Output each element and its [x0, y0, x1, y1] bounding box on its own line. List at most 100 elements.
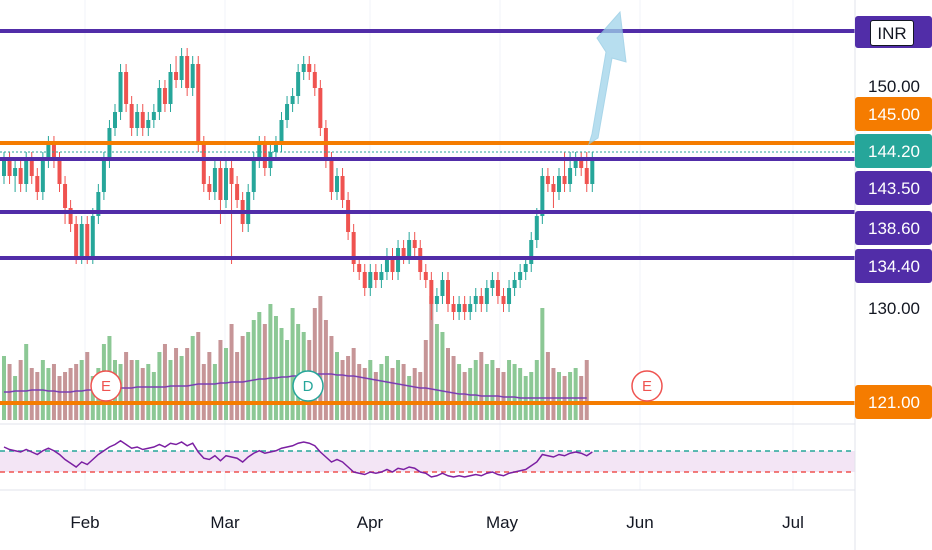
price-axis-label: 130.00	[868, 299, 920, 318]
arrow-shape	[588, 10, 627, 146]
volume-bar	[79, 360, 84, 420]
candle-body	[301, 64, 306, 72]
volume-bar	[540, 308, 545, 420]
volume-bar	[124, 352, 129, 420]
volume-bar	[501, 372, 506, 420]
volume-bar	[490, 360, 495, 420]
volume-bar	[257, 312, 262, 420]
volume-bar	[401, 364, 406, 420]
volume-bar	[74, 364, 79, 420]
volume-bar	[51, 364, 56, 420]
volume-bar	[440, 332, 445, 420]
volume-bar	[135, 360, 140, 420]
rsi-pane	[0, 439, 855, 478]
candle-body	[523, 264, 528, 272]
volume-bar	[357, 364, 362, 420]
volume-bar	[551, 368, 556, 420]
candle-body	[246, 192, 251, 224]
volume-bar	[129, 360, 134, 420]
volume-bar	[318, 296, 323, 420]
volume-bar	[229, 324, 234, 420]
volume-bar	[584, 360, 589, 420]
candle-body	[162, 88, 167, 104]
candle-body	[90, 216, 95, 256]
volume-bar	[268, 304, 273, 420]
candle-body	[562, 176, 567, 184]
volume-bar	[196, 332, 201, 420]
candle-body	[129, 104, 134, 128]
projection-arrow[interactable]	[588, 10, 627, 146]
candle-body	[545, 176, 550, 184]
volume-bar	[13, 376, 18, 420]
volume-bar	[24, 344, 29, 420]
volume-bar	[151, 372, 156, 420]
volume-bar	[174, 348, 179, 420]
price-label-text: 134.40	[868, 257, 920, 276]
price-label-box	[855, 249, 932, 283]
event-marker	[292, 370, 324, 402]
candle-body	[357, 264, 362, 272]
candle-body	[63, 184, 68, 208]
candle-body	[407, 240, 412, 256]
volume-bar	[495, 368, 500, 420]
volume-bar	[568, 372, 573, 420]
volume-bar	[434, 324, 439, 420]
candle-body	[401, 248, 406, 256]
volume-bar	[2, 356, 6, 420]
time-axis-label: Jun	[626, 513, 653, 532]
volume-bar	[63, 372, 68, 420]
candle-body	[251, 160, 256, 192]
volume-bar	[368, 360, 373, 420]
candle-body	[285, 104, 290, 120]
volume-bar	[185, 348, 190, 420]
volume-bar	[457, 364, 462, 420]
horizontal-levels[interactable]	[0, 29, 855, 405]
volume-bar	[285, 340, 290, 420]
candle-body	[451, 304, 456, 312]
time-axis-label: Jul	[782, 513, 804, 532]
candle-body	[362, 272, 367, 288]
price-label-text: 121.00	[868, 393, 920, 412]
candle-body	[468, 304, 473, 312]
candle-body	[540, 176, 545, 216]
candle-body	[434, 296, 439, 304]
volume-bar	[246, 332, 251, 420]
volume-bar	[146, 364, 151, 420]
volume-bar	[240, 336, 245, 420]
candle-body	[85, 224, 90, 256]
candle-body	[440, 280, 445, 296]
volume-bar	[273, 316, 278, 420]
volume-bar	[140, 368, 145, 420]
candle-body	[423, 272, 428, 280]
volume-bar	[68, 368, 73, 420]
candle-body	[135, 112, 140, 128]
time-axis-label: Apr	[357, 513, 384, 532]
candle-body	[490, 280, 495, 288]
candle-body	[2, 160, 6, 176]
candle-body	[190, 64, 195, 88]
candle-body	[512, 280, 517, 288]
candle-body	[373, 272, 378, 280]
candle-body	[473, 296, 478, 304]
candle-body	[224, 168, 228, 200]
candle-body	[379, 272, 384, 280]
volume-bar	[296, 324, 301, 420]
candle-body	[390, 256, 395, 272]
volume-bar	[518, 368, 523, 420]
candle-body	[590, 160, 595, 184]
volume-bar	[335, 352, 339, 420]
candle-body	[462, 304, 467, 312]
volume-bar	[235, 352, 240, 420]
currency-badge[interactable]: INR	[870, 20, 914, 46]
candle-body	[101, 160, 106, 192]
candle-body	[568, 168, 573, 184]
candle-body	[201, 144, 206, 184]
candle-body	[340, 176, 345, 200]
candle-body	[168, 72, 173, 104]
candle-body	[529, 240, 534, 264]
volume-bar	[157, 352, 162, 420]
volume-bar	[329, 336, 334, 420]
event-letter: D	[303, 378, 314, 395]
candle-body	[318, 88, 323, 128]
